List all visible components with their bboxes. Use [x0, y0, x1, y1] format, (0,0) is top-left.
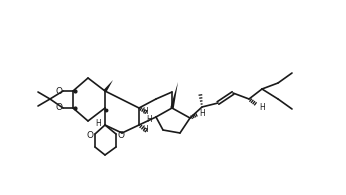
Text: O: O	[55, 103, 63, 112]
Text: H: H	[95, 119, 101, 128]
Text: O: O	[86, 130, 93, 139]
Text: H: H	[142, 106, 148, 115]
Text: H: H	[259, 103, 265, 112]
Text: O: O	[55, 88, 63, 97]
Polygon shape	[170, 82, 178, 108]
Polygon shape	[103, 80, 113, 92]
Text: O: O	[118, 130, 125, 139]
Text: H: H	[146, 114, 152, 123]
Text: H: H	[142, 126, 148, 135]
Text: H: H	[199, 108, 205, 118]
